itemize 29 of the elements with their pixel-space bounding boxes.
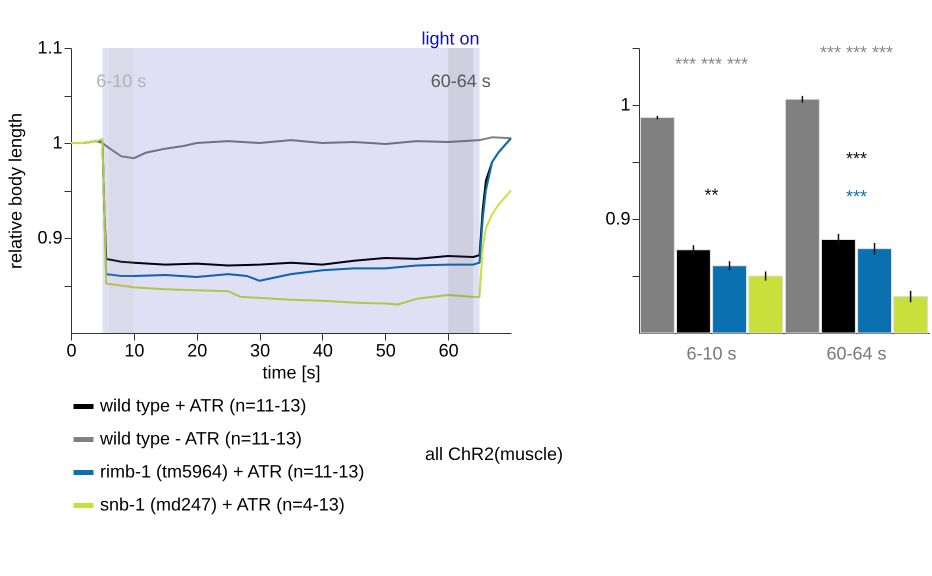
x-tick-label: 30	[250, 340, 270, 360]
x-tick-label: 60	[438, 340, 459, 360]
y-tick-label: 1.1	[37, 38, 62, 58]
band-label: 6-10 s	[96, 71, 146, 92]
x-tick-label: 20	[187, 340, 208, 360]
y-tick-label: 1	[620, 94, 630, 114]
y-tick-label: 1	[52, 132, 62, 152]
y-axis-title: relative body length	[5, 112, 26, 270]
legend-label: rimb-1 (tm5964) + ATR (n=11-13)	[100, 462, 364, 482]
annotation: *** *** ***	[820, 42, 894, 63]
band-label: light on	[422, 28, 480, 48]
legend-label: wild type - ATR (n=11-13)	[99, 428, 302, 448]
annotation: *** *** ***	[674, 54, 748, 74]
x-tick-label: 50	[376, 340, 396, 360]
x-tick-label: 60-64 s	[826, 344, 887, 364]
x-tick-label: 10	[124, 340, 144, 360]
legend-title: all ChR2(muscle)	[425, 444, 564, 464]
x-tick-label: 6-10 s	[686, 344, 737, 364]
annotation: ***	[846, 186, 868, 206]
annotation: ***	[846, 148, 868, 169]
y-tick-label: 0.9	[37, 228, 62, 248]
annotation: **	[704, 185, 719, 206]
band-label: 60-64 s	[430, 71, 491, 92]
legend-label: wild type + ATR (n=11-13)	[99, 396, 306, 416]
x-tick-label: 0	[66, 340, 77, 360]
x-tick-label: 40	[312, 340, 333, 360]
y-tick-label: 0.9	[605, 208, 630, 228]
legend-label: snb-1 (md247) + ATR (n=4-13)	[100, 494, 345, 514]
x-axis-title: time [s]	[262, 362, 321, 382]
